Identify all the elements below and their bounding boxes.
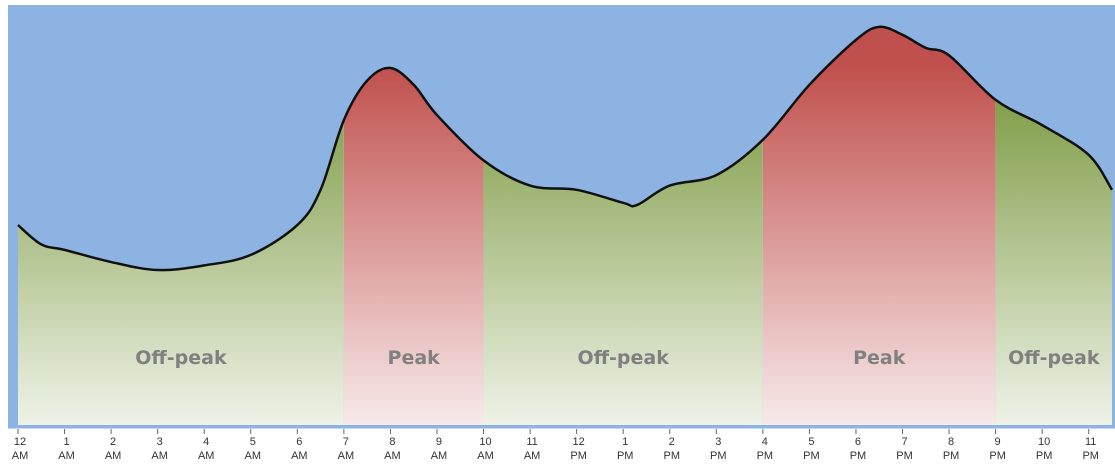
x-tick-label: 8 AM (384, 436, 401, 462)
zone-label: Peak (853, 347, 906, 369)
zone-area (995, 99, 1112, 425)
x-tick-label: 3 AM (151, 436, 168, 462)
x-tick-label: 8 PM (943, 436, 960, 462)
series-line (17, 25, 1114, 272)
x-tick-label: 11 AM (524, 436, 541, 462)
x-tick-label: 5 AM (245, 436, 262, 462)
x-tick-label: 9 PM (989, 436, 1006, 462)
x-tick-label: 4 AM (198, 436, 215, 462)
x-tick-label: 6 PM (850, 436, 867, 462)
x-tick-label: 6 AM (291, 436, 308, 462)
x-tick-label: 2 PM (663, 436, 680, 462)
x-tick-label: 11 PM (1082, 436, 1099, 462)
x-tick-label: 7 AM (338, 436, 355, 462)
zone-label: Off-peak (135, 347, 227, 369)
zone-label: Off-peak (1008, 347, 1100, 369)
zone-label: Off-peak (578, 347, 670, 369)
x-tick-label: 12 PM (570, 436, 587, 462)
zone-area (483, 139, 763, 425)
x-tick-label: 2 AM (105, 436, 122, 462)
x-tick-label: 10 AM (477, 436, 494, 462)
x-tick-label: 10 PM (1036, 436, 1053, 462)
x-tick-label: 7 PM (896, 436, 913, 462)
zone-area (762, 26, 996, 425)
x-tick-label: 5 PM (803, 436, 820, 462)
zone-area (343, 67, 484, 425)
zone-label: Peak (388, 347, 441, 369)
x-tick-label: 4 PM (757, 436, 774, 462)
x-tick-label: 1 PM (617, 436, 634, 462)
x-tick-label: 12 AM (12, 436, 29, 462)
zone-area (18, 120, 344, 425)
x-tick-label: 3 PM (710, 436, 727, 462)
x-tick-label: 1 AM (58, 436, 75, 462)
x-tick-label: 9 AM (431, 436, 448, 462)
